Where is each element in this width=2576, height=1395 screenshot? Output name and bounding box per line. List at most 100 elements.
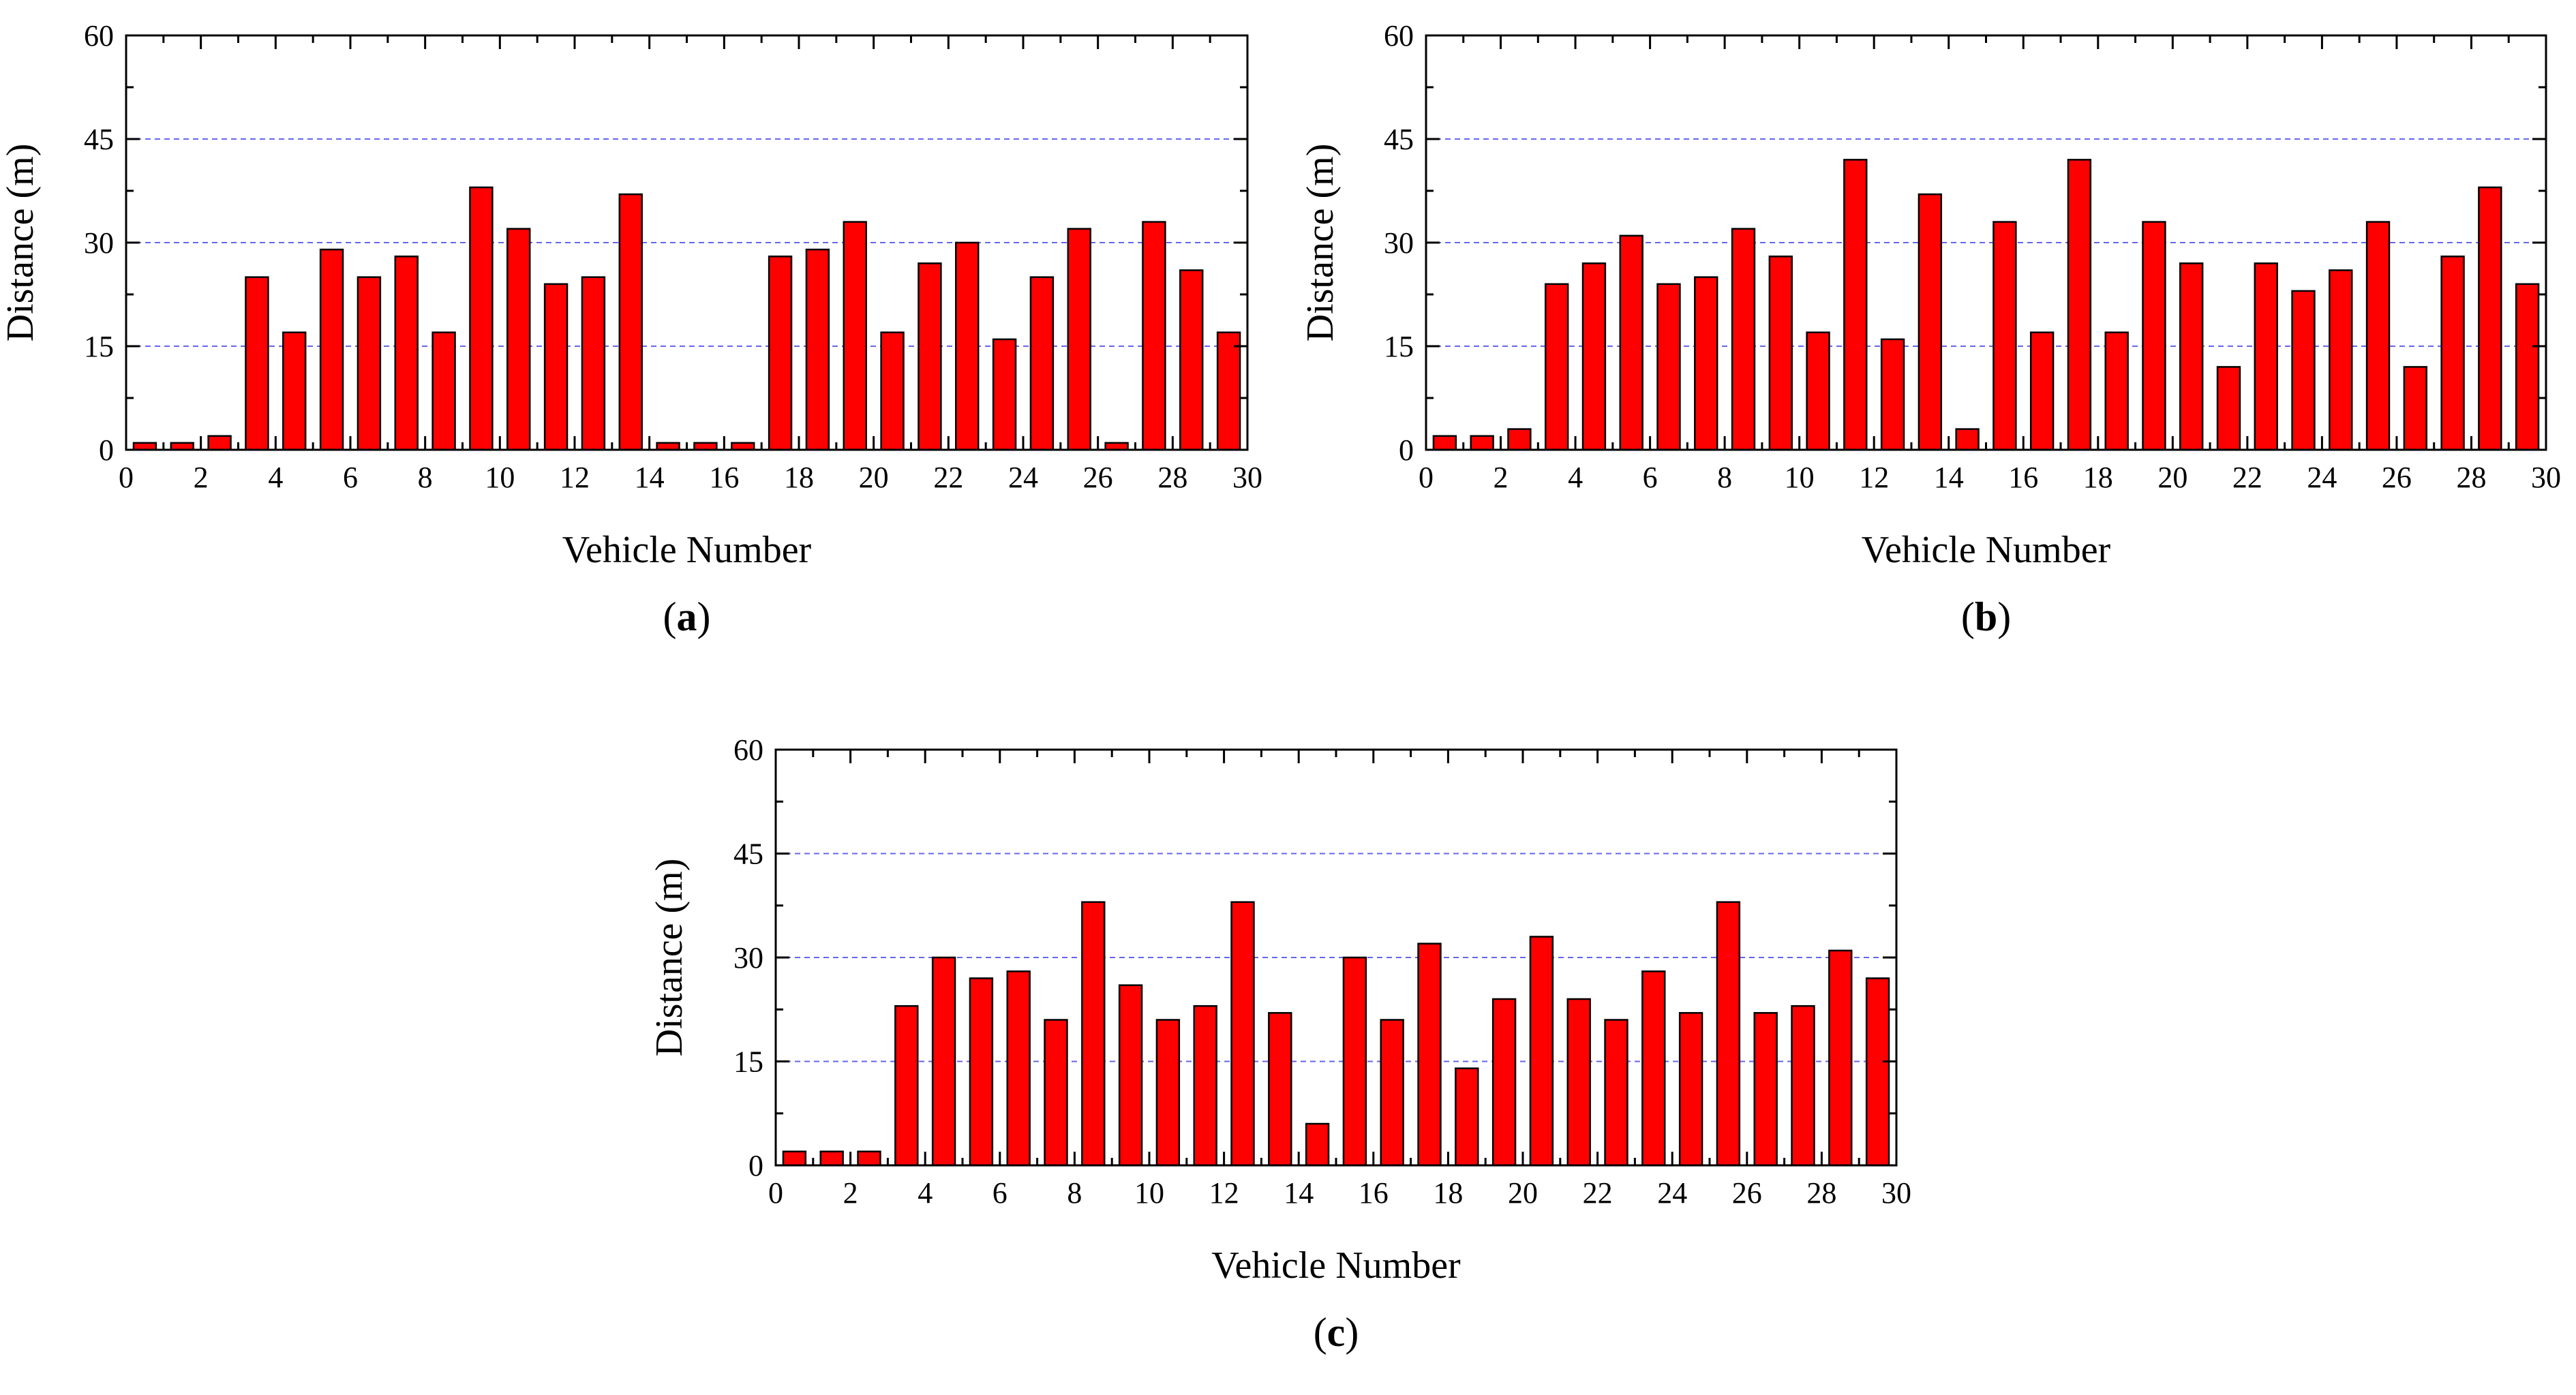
x-tick-label: 0 — [768, 1176, 783, 1210]
y-tick-label: 0 — [748, 1149, 763, 1182]
bar — [1432, 435, 1457, 451]
bar — [1104, 442, 1129, 451]
bar — [319, 248, 344, 451]
x-tick-label: 4 — [1568, 461, 1583, 494]
x-tick-label: 22 — [1583, 1176, 1613, 1210]
bar — [656, 442, 680, 451]
x-tick-label: 16 — [709, 461, 739, 494]
x-tick-label: 0 — [119, 461, 134, 494]
x-tick-label: 14 — [1934, 461, 1964, 494]
x-tick-label: 20 — [2157, 461, 2187, 494]
panel-label: (b) — [1961, 594, 2011, 639]
x-tick-label: 12 — [1209, 1176, 1239, 1210]
x-axis-title: Vehicle Number — [1862, 529, 2111, 571]
bar — [2142, 221, 2166, 451]
x-tick-label: 16 — [2008, 461, 2038, 494]
bar — [1880, 338, 1905, 451]
chart-panel-b: 0 2 4 6 8 10 12 14 16 18 20 22 24 26 28 30015304560Vehi… — [1299, 19, 2561, 639]
bar — [431, 331, 456, 451]
bar — [2104, 331, 2129, 451]
bar — [1081, 901, 1106, 1167]
x-tick-label: 22 — [933, 461, 963, 494]
bar — [581, 276, 606, 451]
bar — [894, 1005, 919, 1167]
bar — [618, 193, 643, 451]
bar — [1118, 984, 1143, 1167]
bar — [2515, 283, 2540, 451]
bar — [805, 248, 830, 451]
x-tick-label: 0 — [1419, 461, 1434, 494]
x-tick-label: 8 — [1717, 461, 1732, 494]
x-tick-label: 26 — [2382, 461, 2412, 494]
bar — [1067, 228, 1091, 451]
x-tick-label: 8 — [418, 461, 433, 494]
bar — [1044, 1019, 1068, 1167]
bar — [207, 435, 232, 451]
bar — [1006, 970, 1031, 1167]
bar — [1529, 936, 1554, 1167]
bar — [1155, 1019, 1181, 1167]
x-tick-label: 10 — [1134, 1176, 1164, 1210]
x-tick-label: 18 — [1433, 1176, 1463, 1210]
y-tick-label: 0 — [1399, 433, 1414, 467]
bar — [1768, 256, 1793, 451]
bar — [1619, 234, 1643, 451]
bar — [2029, 331, 2055, 451]
bar — [1216, 331, 1241, 451]
bar — [992, 338, 1017, 451]
y-tick-label: 60 — [1384, 19, 1414, 52]
x-tick-label: 6 — [1643, 461, 1658, 494]
chart-panel-c: 0 2 4 6 8 10 12 14 16 18 20 22 24 26 28 30015304560Vehi… — [648, 733, 1911, 1355]
bar — [506, 228, 531, 451]
y-tick-label: 60 — [733, 733, 763, 767]
bar — [394, 256, 419, 451]
bar — [2440, 256, 2465, 451]
x-tick-label: 28 — [1157, 461, 1187, 494]
x-tick-label: 24 — [2307, 461, 2337, 494]
bar — [1179, 269, 1204, 451]
x-tick-label: 26 — [1083, 461, 1113, 494]
bar — [693, 442, 718, 451]
y-tick-label: 15 — [733, 1045, 763, 1079]
x-tick-label: 12 — [1859, 461, 1889, 494]
x-tick-label: 2 — [843, 1176, 858, 1210]
bar — [1992, 221, 2017, 451]
bar — [1029, 276, 1055, 451]
x-tick-label: 2 — [1494, 461, 1509, 494]
bar — [2329, 269, 2353, 451]
x-tick-label: 14 — [1284, 1176, 1314, 1210]
bar — [1753, 1012, 1778, 1167]
y-axis-title: Distance (m) — [648, 859, 691, 1057]
bar — [1955, 428, 1980, 451]
panel-label: (a) — [663, 594, 711, 639]
y-tick-label: 0 — [99, 433, 114, 467]
bar — [969, 977, 994, 1167]
bar — [282, 331, 307, 451]
bar — [843, 221, 867, 451]
x-tick-label: 30 — [1232, 461, 1262, 494]
y-axis-title: Distance (m) — [0, 144, 42, 342]
x-tick-label: 4 — [918, 1176, 933, 1210]
bar — [1507, 428, 1532, 451]
x-tick-label: 20 — [1508, 1176, 1538, 1210]
x-tick-label: 10 — [485, 461, 515, 494]
bar — [955, 241, 980, 451]
x-tick-label: 12 — [560, 461, 590, 494]
y-tick-label: 30 — [1384, 226, 1414, 260]
bar — [469, 186, 494, 451]
bar — [1342, 956, 1367, 1167]
bar — [2216, 366, 2241, 451]
bar — [1455, 1067, 1479, 1167]
bar — [1641, 970, 1666, 1167]
x-tick-label: 30 — [2531, 461, 2561, 494]
x-tick-label: 30 — [1881, 1176, 1911, 1210]
bar — [731, 442, 755, 451]
bar — [1791, 1005, 1815, 1167]
bar — [1380, 1019, 1404, 1167]
bar — [543, 283, 569, 451]
bar — [1806, 331, 1830, 451]
bar — [2067, 159, 2092, 451]
bar — [1716, 901, 1741, 1167]
y-tick-label: 45 — [84, 123, 114, 156]
